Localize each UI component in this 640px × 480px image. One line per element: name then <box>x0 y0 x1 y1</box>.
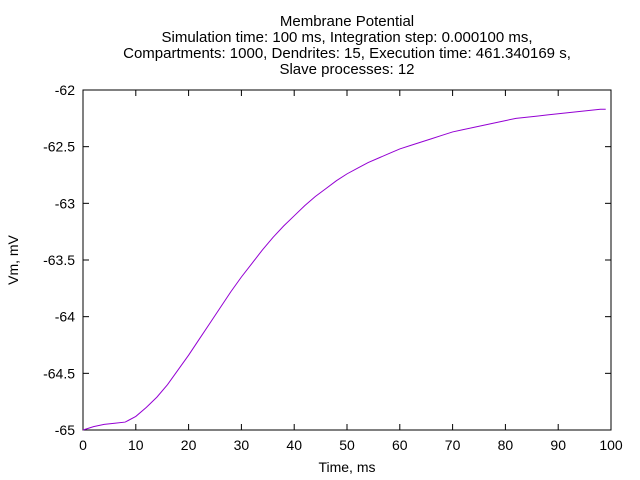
y-axis-label: Vm, mV <box>5 234 21 284</box>
x-tick-label: 10 <box>128 437 144 453</box>
y-tick-label: -65 <box>55 422 75 438</box>
x-tick-label: 30 <box>234 437 250 453</box>
y-tick-label: -63 <box>55 195 75 211</box>
series-line <box>82 108 606 431</box>
x-tick-label: 20 <box>181 437 197 453</box>
plot-area-frame <box>82 89 612 431</box>
x-tick-label: 80 <box>498 437 514 453</box>
y-tick-label: -62 <box>55 82 75 98</box>
x-tick-label: 40 <box>286 437 302 453</box>
y-tick-label: -64.5 <box>43 365 75 381</box>
y-axis-ticks: -65 -64.5 -64 -63.5 -63 -62.5 -62 <box>43 82 611 438</box>
x-tick-label: 90 <box>550 437 566 453</box>
x-tick-label: 100 <box>599 437 623 453</box>
chart-title-line-2: Simulation time: 100 ms, Integration ste… <box>161 29 532 46</box>
y-tick-label: -64 <box>55 309 75 325</box>
x-tick-label: 70 <box>445 437 461 453</box>
x-tick-label: 0 <box>79 437 87 453</box>
chart-title: Membrane Potential Simulation time: 100 … <box>123 13 571 78</box>
x-tick-label: 50 <box>339 437 355 453</box>
chart-title-line-4: Slave processes: 12 <box>279 61 414 78</box>
series-layer <box>82 108 606 431</box>
x-axis-label: Time, ms <box>318 459 375 475</box>
y-tick-label: -62.5 <box>43 139 75 155</box>
chart-title-line-3: Compartments: 1000, Dendrites: 15, Execu… <box>123 45 571 62</box>
x-tick-label: 60 <box>392 437 408 453</box>
chart-title-line-1: Membrane Potential <box>280 13 414 30</box>
x-axis-ticks: 0 10 20 30 40 50 60 70 80 90 100 <box>79 90 623 453</box>
y-tick-label: -63.5 <box>43 252 75 268</box>
